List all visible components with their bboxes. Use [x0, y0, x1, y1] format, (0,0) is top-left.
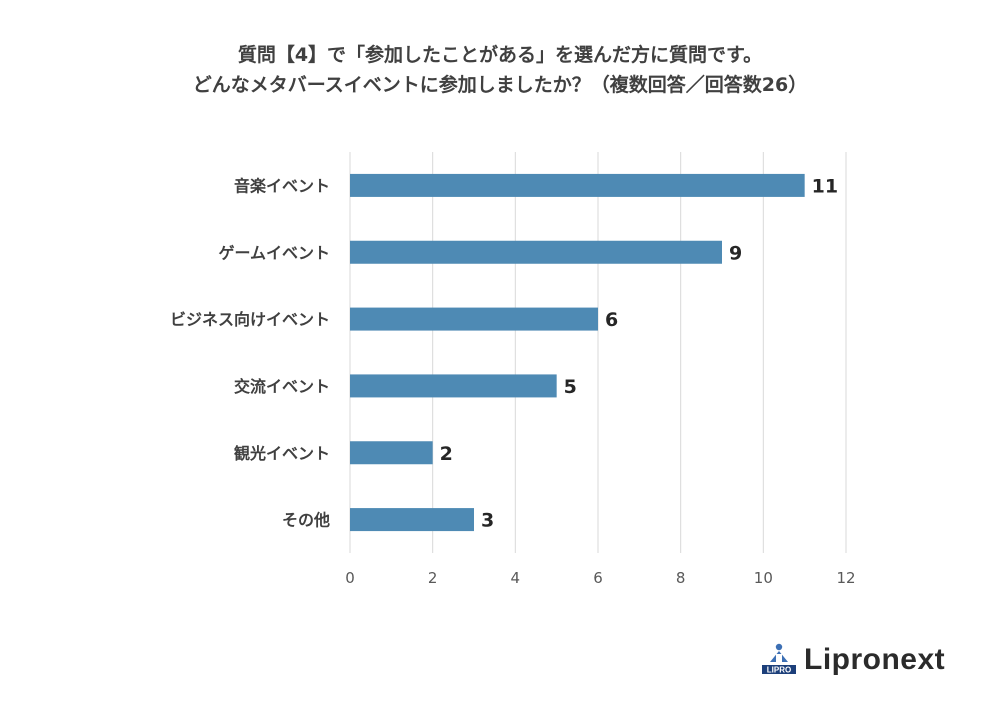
- category-label: ゲームイベント: [218, 243, 330, 262]
- bar: [350, 441, 433, 465]
- logo-mark-text: LIPRO: [767, 666, 791, 675]
- data-label: 9: [729, 242, 742, 264]
- category-label: ビジネス向けイベント: [170, 310, 330, 329]
- category-label: 観光イベント: [234, 444, 330, 463]
- bar: [350, 307, 598, 331]
- category-label: 交流イベント: [234, 377, 330, 396]
- category-label: 音楽イベント: [234, 176, 330, 195]
- data-label: 6: [605, 309, 618, 331]
- bar: [350, 240, 722, 264]
- x-tick-label: 12: [836, 569, 855, 587]
- data-label: 2: [440, 443, 453, 465]
- chart-title-line2: どんなメタバースイベントに参加しましたか？（複数回答／回答数26）: [192, 74, 808, 96]
- data-label: 5: [564, 376, 577, 398]
- lipro-logo-icon: LIPRO: [762, 643, 796, 675]
- x-tick-label: 10: [754, 569, 773, 587]
- x-tick-label: 0: [345, 569, 355, 587]
- x-tick-label: 4: [511, 569, 521, 587]
- bar: [350, 374, 557, 398]
- x-tick-label: 6: [593, 569, 603, 587]
- bar: [350, 173, 805, 197]
- x-tick-label: 2: [428, 569, 438, 587]
- x-tick-label: 8: [676, 569, 686, 587]
- category-label: その他: [282, 511, 330, 530]
- brand-name: Lipronext: [804, 643, 946, 676]
- chart-title-line1: 質問【4】で「参加したことがある」を選んだ方に質問です。: [237, 44, 763, 66]
- data-label: 3: [481, 510, 494, 532]
- brand-logo: LIPRO Lipronext: [760, 640, 945, 680]
- bar: [350, 508, 474, 532]
- data-label: 11: [812, 175, 838, 197]
